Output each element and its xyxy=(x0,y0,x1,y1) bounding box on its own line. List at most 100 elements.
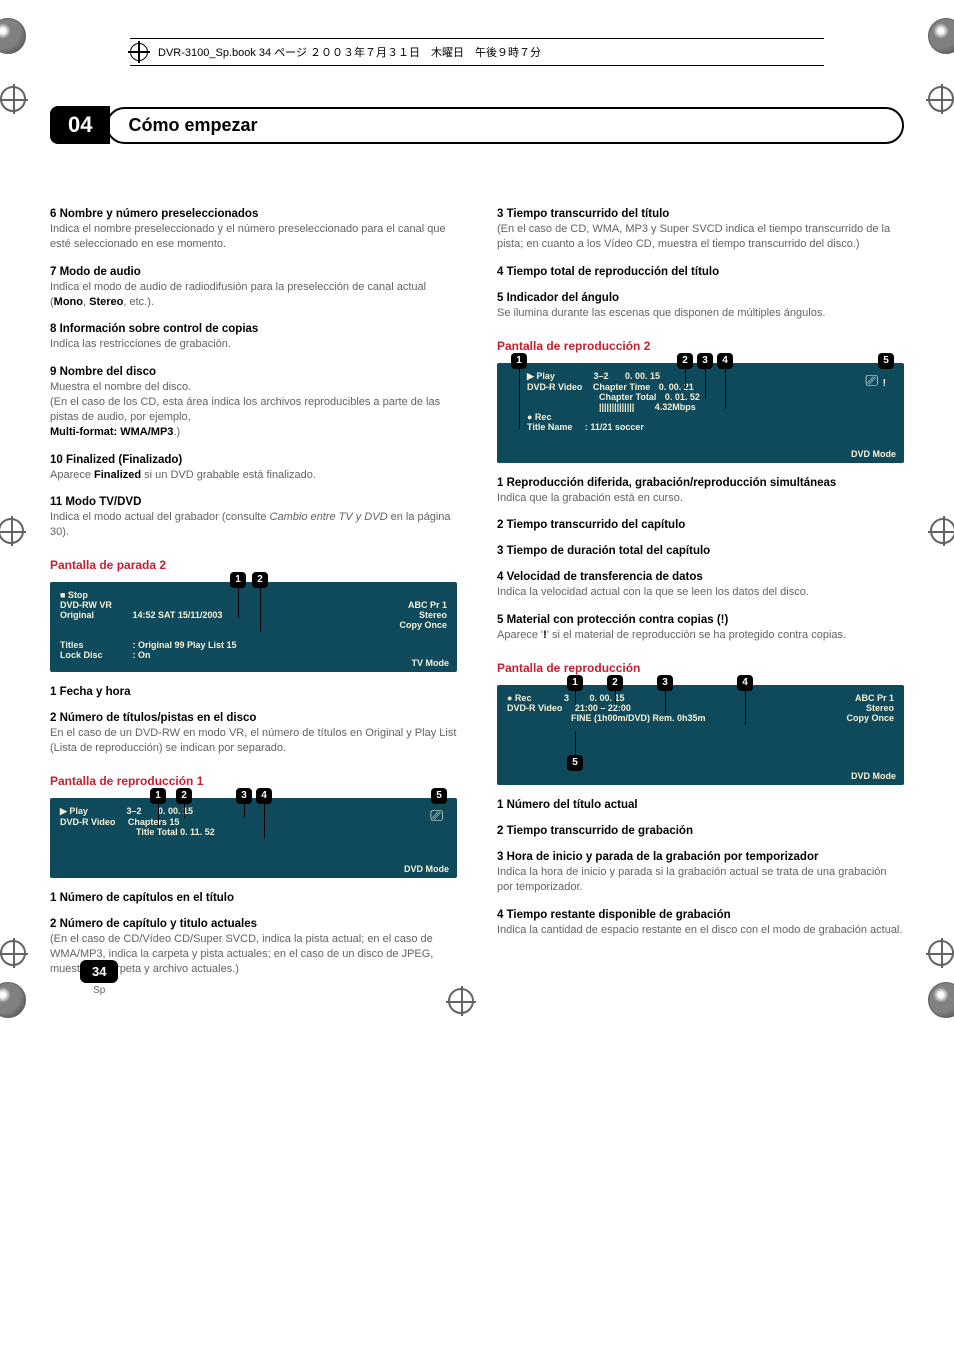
text: Indica el modo actual del grabador (cons… xyxy=(50,511,270,523)
scr-time: 21:00 – 22:00 xyxy=(575,703,631,713)
scr-elapsed: 0. 00. 15 xyxy=(625,371,660,381)
pointer-line xyxy=(615,691,616,705)
sec-7-body: Indica el modo de audio de radiodifusión… xyxy=(50,280,457,310)
page-footer: 34 Sp xyxy=(80,960,118,996)
text: Muestra el nombre del disco. xyxy=(50,381,191,393)
play-screen-2-heading: Pantalla de reproducción 2 xyxy=(497,339,904,353)
text: ' si el material de reproducción se ha p… xyxy=(547,629,846,641)
badge-3: 3 xyxy=(657,675,673,691)
p2-5-title: 5 Material con protección contra copias … xyxy=(497,614,904,626)
text: Aparece xyxy=(50,469,94,481)
scr-chapters: Chapters 15 xyxy=(128,817,180,827)
scr-tn: Title Name xyxy=(527,422,572,432)
badge-4: 4 xyxy=(737,675,753,691)
scr-original: Original xyxy=(60,610,130,620)
scr-stereo: Stereo xyxy=(846,703,894,713)
p2-4-title: 4 Velocidad de transferencia de datos xyxy=(497,571,904,583)
r3-body: (En el caso de CD, WMA, MP3 y Super SVCD… xyxy=(497,222,904,252)
pointer-line xyxy=(575,691,576,705)
rr1-title: 1 Número del título actual xyxy=(497,799,904,811)
scr-rec: ● Rec xyxy=(527,412,894,422)
badge-1: 1 xyxy=(511,353,527,369)
pointer-line xyxy=(725,369,726,409)
pointer-line xyxy=(158,804,159,828)
text: Aparece ' xyxy=(497,629,543,641)
badge-2: 2 xyxy=(677,353,693,369)
badge-4: 4 xyxy=(717,353,733,369)
pointer-line xyxy=(244,804,245,818)
text: si un DVD grabable está finalizado. xyxy=(141,469,316,481)
scr-stereo: Stereo xyxy=(399,610,447,620)
pointer-line xyxy=(519,369,520,429)
p2-1-body: Indica que la grabación está en curso. xyxy=(497,491,904,506)
sec-10-title: 10 Finalized (Finalizado) xyxy=(50,454,457,466)
r5-body: Se ilumina durante las escenas que dispo… xyxy=(497,306,904,321)
sec-6-body: Indica el nombre preseleccionado y el nú… xyxy=(50,222,457,252)
p2-2-title: 2 Tiempo transcurrido del capítulo xyxy=(497,519,904,531)
scr-fmt: DVD-R Video xyxy=(60,817,115,827)
angle-icon: ⎚ ! xyxy=(865,373,886,391)
rec-screen: 1 2 3 4 5 ● Rec 3 0. 00. 15 DVD-R Video xyxy=(497,685,904,785)
pointer-line xyxy=(665,691,666,715)
corner-mark xyxy=(928,982,954,1018)
rr2-title: 2 Tiempo transcurrido de grabación xyxy=(497,825,904,837)
sec-11-title: 11 Modo TV/DVD xyxy=(50,496,457,508)
page-number: 34 xyxy=(80,960,118,983)
scr-tn-v: : 11/21 soccer xyxy=(585,422,644,432)
scr-copy: Copy Once xyxy=(399,620,447,630)
scr-format: DVD-RW VR xyxy=(60,600,222,610)
registration-mark xyxy=(0,86,26,112)
pointer-line xyxy=(685,369,686,389)
rr4-title: 4 Tiempo restante disponible de grabació… xyxy=(497,909,904,921)
badge-3: 3 xyxy=(697,353,713,369)
p2-1-title: 1 Reproducción diferida, grabación/repro… xyxy=(497,477,904,489)
p2-5-body: Aparece '!' si el material de reproducci… xyxy=(497,628,904,643)
scr-titles-val: : Original 99 Play List 15 xyxy=(133,640,237,650)
registration-mark xyxy=(928,86,954,112)
rr3-body: Indica la hora de inicio y parada si la … xyxy=(497,865,904,895)
badge-2: 2 xyxy=(252,572,268,588)
text-italic: Cambio entre TV y DVD xyxy=(270,511,388,523)
badge-2: 2 xyxy=(176,788,192,804)
angle-icon: ⎚ xyxy=(430,808,443,826)
sec-9-body: Muestra el nombre del disco. (En el caso… xyxy=(50,380,457,439)
registration-mark xyxy=(930,518,954,544)
scr-elapsed: 0. 00. 15 xyxy=(590,693,625,703)
stop-screen-2-heading: Pantalla de parada 2 xyxy=(50,558,457,572)
scr-fmt: DVD-R Video xyxy=(527,382,582,392)
sec-9-title: 9 Nombre del disco xyxy=(50,366,457,378)
badge-5: 5 xyxy=(431,788,447,804)
corner-mark xyxy=(0,18,26,54)
left-column: 6 Nombre y número preseleccionados Indic… xyxy=(50,194,457,976)
chapter-title: Cómo empezar xyxy=(128,115,882,136)
scr-preset: ABC Pr 1 xyxy=(399,600,447,610)
text-bold: Mono xyxy=(54,296,83,308)
rr4-body: Indica la cantidad de espacio restante e… xyxy=(497,923,904,938)
sec-7-title: 7 Modo de audio xyxy=(50,266,457,278)
page-lang: Sp xyxy=(80,985,118,996)
pointer-line xyxy=(184,804,185,818)
corner-mark xyxy=(928,18,954,54)
registration-mark xyxy=(928,940,954,966)
r3-title: 3 Tiempo transcurrido del título xyxy=(497,208,904,220)
sec-11-body: Indica el modo actual del grabador (cons… xyxy=(50,510,457,540)
book-header-text: DVR-3100_Sp.book 34 ページ ２００３年７月３１日 木曜日 午… xyxy=(158,44,541,60)
scr-stop: ■ Stop xyxy=(60,590,447,600)
r5-title: 5 Indicador del ángulo xyxy=(497,292,904,304)
registration-mark xyxy=(0,518,24,544)
play-screen-1-heading: Pantalla de reproducción 1 xyxy=(50,774,457,788)
l2-title: 2 Número de títulos/pistas en el disco xyxy=(50,712,457,724)
pointer-line xyxy=(745,691,746,725)
registration-mark xyxy=(0,940,26,966)
scr-bar: |||||||||||||| xyxy=(599,402,634,412)
scr-fmt: DVD-R Video xyxy=(507,703,562,713)
text: (En el caso de los CD, esta área indica … xyxy=(50,396,440,423)
sec-8-body: Indica las restricciones de grabación. xyxy=(50,337,457,352)
scr-rec: ● Rec xyxy=(507,693,531,703)
corner-mark xyxy=(0,982,26,1018)
text-bold: Stereo xyxy=(89,296,123,308)
scr-lock-val: : On xyxy=(133,650,151,660)
registration-icon xyxy=(130,43,148,61)
scr-play: ▶ Play xyxy=(60,806,88,816)
scr-ctt-v: 0. 01. 52 xyxy=(665,392,700,402)
